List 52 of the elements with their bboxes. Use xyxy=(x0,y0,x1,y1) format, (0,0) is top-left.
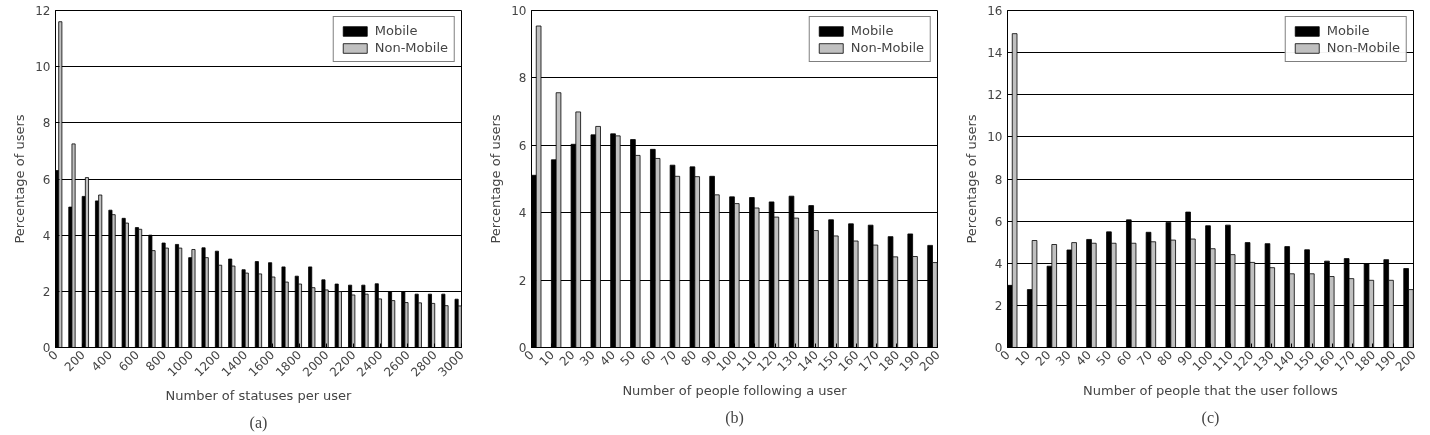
x-axis-title: Number of statuses per user xyxy=(165,388,353,404)
y-tick-label: 2 xyxy=(518,273,527,288)
x-tick-label: 50 xyxy=(1093,347,1115,369)
y-tick-label: 2 xyxy=(42,284,51,299)
text: (a) xyxy=(249,413,268,432)
x-axis-title: Number of people that the user follows xyxy=(1083,383,1339,399)
x-tick-label: 80 xyxy=(1154,347,1176,369)
y-axis-title: Percentage of users xyxy=(488,114,504,244)
y-tick-label: 4 xyxy=(994,256,1003,271)
legend-label: Mobile xyxy=(1326,23,1370,38)
x-tick-label: 10 xyxy=(1012,347,1034,369)
legend-label: Non-Mobile xyxy=(374,40,448,55)
y-tick-label: 12 xyxy=(35,4,51,18)
legend-label: Mobile xyxy=(850,23,894,38)
x-tick-label: 70 xyxy=(1134,347,1155,369)
text: (b) xyxy=(725,408,744,427)
y-tick-label: 6 xyxy=(42,172,51,187)
x-tick-label: 30 xyxy=(1053,347,1074,369)
text: (c) xyxy=(1201,408,1220,427)
legend-label: Non-Mobile xyxy=(1326,40,1400,55)
y-tick-label: 4 xyxy=(518,206,527,221)
y-tick-label: 10 xyxy=(987,130,1003,145)
x-tick-label: 400 xyxy=(88,347,115,374)
y-axis-title: Percentage of users xyxy=(964,114,980,244)
x-tick-label: 70 xyxy=(658,347,679,369)
y-tick-label: 4 xyxy=(42,228,51,243)
legend-label: Mobile xyxy=(374,23,418,38)
x-tick-label: 30 xyxy=(577,347,598,369)
x-tick-label: 60 xyxy=(637,347,659,369)
y-tick-label: 8 xyxy=(42,116,51,131)
y-tick-label: 8 xyxy=(518,71,527,86)
x-tick-label: 60 xyxy=(1113,347,1135,369)
y-tick-label: 2 xyxy=(994,298,1003,313)
y-tick-label: 16 xyxy=(987,4,1003,18)
x-tick-label: 40 xyxy=(597,347,619,369)
y-tick-label: 10 xyxy=(35,60,51,75)
x-tick-label: 10 xyxy=(536,347,558,369)
x-tick-label: 20 xyxy=(556,347,578,369)
x-tick-label: 20 xyxy=(1032,347,1054,369)
y-tick-label: 8 xyxy=(994,172,1003,187)
x-axis-title: Number of people following a user xyxy=(622,383,848,399)
x-tick-label: 600 xyxy=(115,347,142,374)
y-tick-label: 6 xyxy=(994,214,1003,229)
y-tick-label: 14 xyxy=(987,46,1003,61)
y-tick-label: 10 xyxy=(511,4,527,18)
legend-label: Non-Mobile xyxy=(850,40,924,55)
y-tick-label: 6 xyxy=(518,138,527,153)
y-tick-label: 12 xyxy=(987,88,1003,103)
y-axis-title: Percentage of users xyxy=(12,114,28,244)
x-tick-label: 40 xyxy=(1073,347,1095,369)
x-tick-label: 50 xyxy=(617,347,639,369)
x-tick-label: 80 xyxy=(678,347,700,369)
